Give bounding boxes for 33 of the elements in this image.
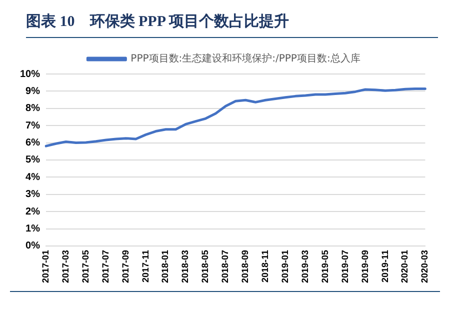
x-tick-label: 2018-05 xyxy=(200,250,210,283)
y-tick-label: 5% xyxy=(26,154,40,166)
x-tick-label: 2018-01 xyxy=(160,250,170,283)
x-tick-label: 2019-09 xyxy=(360,250,370,283)
y-tick-label: 4% xyxy=(26,172,40,183)
x-tick-label: 2017-01 xyxy=(40,250,50,283)
x-tick-label: 2019-01 xyxy=(280,250,290,283)
x-tick-label: 2017-03 xyxy=(60,250,70,283)
y-tick-label: 8% xyxy=(26,103,40,114)
y-tick-label: 0% xyxy=(26,240,40,252)
legend-label: PPP项目数:生态建设和环境保护:/PPP项目数:总入库 xyxy=(130,52,360,65)
chart-title: 图表 10 环保类 PPP 项目个数占比提升 xyxy=(26,12,438,38)
x-tick-label: 2018-09 xyxy=(240,250,250,283)
y-tick-label: 9% xyxy=(26,86,40,97)
y-tick-label: 6% xyxy=(26,138,40,149)
x-tick-label: 2018-03 xyxy=(180,250,190,283)
y-tick-label: 7% xyxy=(26,120,40,132)
y-tick-label: 1% xyxy=(26,224,40,235)
x-tick-label: 2017-11 xyxy=(140,250,150,283)
x-tick-label: 2019-03 xyxy=(300,250,310,283)
x-tick-label: 2019-11 xyxy=(380,250,390,283)
x-tick-label: 2019-07 xyxy=(340,250,350,283)
x-tick-label: 2020-01 xyxy=(400,250,410,283)
x-tick-label: 2020-03 xyxy=(420,250,430,283)
x-tick-label: 2017-09 xyxy=(120,250,130,283)
y-tick-label: 2% xyxy=(26,206,40,218)
x-tick-label: 2017-07 xyxy=(100,250,110,283)
y-tick-label: 10% xyxy=(20,68,40,80)
x-tick-label: 2017-05 xyxy=(80,250,90,283)
x-tick-label: 2019-05 xyxy=(320,250,330,283)
x-tick-label: 2018-11 xyxy=(260,250,270,283)
x-tick-label: 2018-07 xyxy=(220,250,230,283)
y-tick-label: 3% xyxy=(26,189,40,200)
